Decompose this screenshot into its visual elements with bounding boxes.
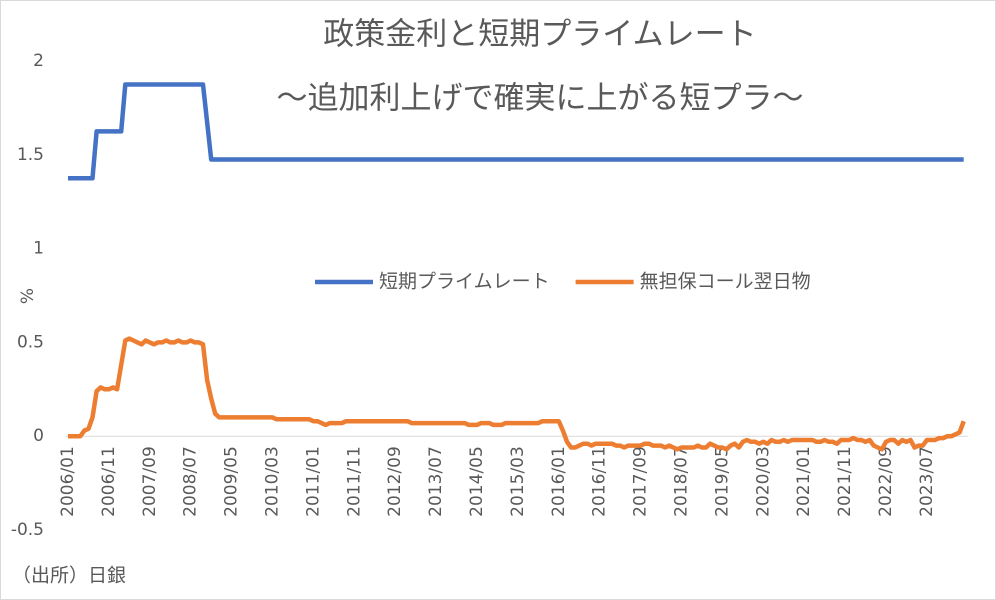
y-tick-label: 1.5: [17, 145, 44, 165]
y-tick-label: 0: [33, 426, 44, 446]
chart-subtitle: 〜追加利上げで確実に上がる短プラ〜: [277, 81, 804, 117]
x-tick-label: 2011/11: [344, 446, 364, 517]
x-tick-label: 2019/05: [712, 446, 732, 517]
x-tick-label: 2010/03: [263, 446, 283, 517]
y-axis-label: %: [18, 288, 38, 304]
y-tick-label: 0.5: [17, 332, 44, 352]
x-tick-label: 2006/11: [99, 446, 119, 517]
series-line: [68, 336, 966, 452]
series-line: [68, 82, 964, 181]
y-tick-label: 2: [33, 51, 44, 71]
x-tick-label: 2006/01: [58, 446, 78, 517]
x-tick-label: 2017/09: [631, 446, 651, 517]
x-tick-label: 2023/07: [917, 446, 937, 517]
x-tick-label: 2022/09: [876, 446, 896, 517]
x-tick-label: 2015/03: [508, 446, 528, 517]
x-tick-label: 2016/11: [590, 446, 610, 517]
chart-title: 政策金利と短期プライムレート: [323, 17, 756, 53]
x-tick-label: 2021/01: [794, 446, 814, 517]
x-tick-label: 2021/11: [835, 446, 855, 517]
y-tick-label: 1: [33, 239, 44, 259]
x-tick-label: 2013/07: [426, 446, 446, 517]
x-tick-label: 2008/07: [181, 446, 201, 517]
x-tick-label: 2016/01: [549, 446, 569, 517]
source-note: （出所）日銀: [12, 565, 126, 587]
y-tick-label: -0.5: [11, 520, 44, 540]
x-tick-label: 2009/05: [222, 446, 242, 517]
x-tick-label: 2011/01: [303, 446, 323, 517]
x-tick-label: 2020/03: [753, 446, 773, 517]
x-tick-label: 2007/09: [140, 446, 160, 517]
x-tick-label: 2012/09: [385, 446, 405, 517]
legend-label: 無担保コール翌日物: [640, 271, 811, 293]
legend-label: 短期プライムレート: [379, 271, 550, 293]
x-tick-label: 2014/05: [467, 446, 487, 517]
x-tick-label: 2018/07: [672, 446, 692, 517]
